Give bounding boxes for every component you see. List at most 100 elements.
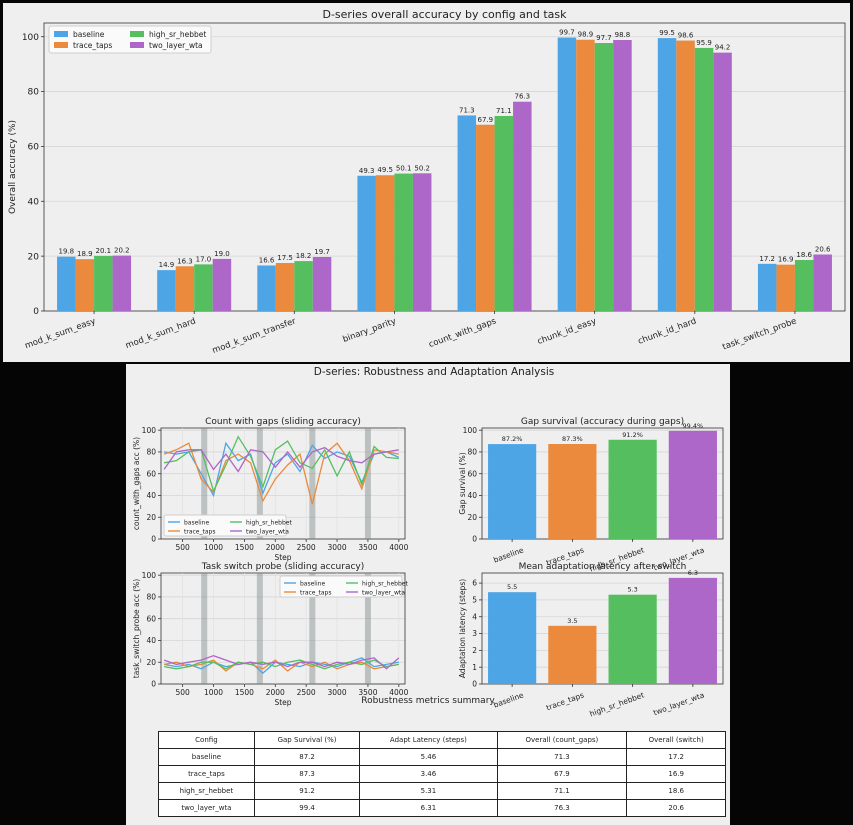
bar [608,439,657,539]
x-tick-label: 1000 [204,688,223,697]
bar [175,266,195,311]
panel-title: Mean adaptation latency after switch [519,562,687,572]
bar [312,256,332,311]
y-tick-label: 80 [146,448,156,457]
bar [813,254,832,311]
x-tick-label: mod_k_sum_easy [24,316,97,351]
table-header-cell: Config [158,731,255,749]
y-tick-label: 60 [28,143,40,153]
y-tick-label: 0 [33,307,39,317]
y-tick-label: 60 [146,614,156,623]
table-cell: 87.2 [253,748,361,766]
bar-value-label: 6.3 [688,569,698,577]
y-tick-label: 20 [146,658,156,667]
robustness-summary-table: Config Gap Survival (%) Adapt Latency (s… [158,731,726,817]
y-tick-label: 80 [28,88,40,98]
y-tick-label: 4 [472,612,477,621]
bar [557,37,577,312]
x-tick-label: 3000 [328,688,347,697]
x-tick-label: 1500 [235,688,254,697]
table-row: trace_taps 87.3 3.46 67.9 16.9 [158,765,726,783]
bar [548,443,597,539]
y-tick-label: 80 [467,448,477,457]
bar [457,115,477,311]
plot-frame [481,427,724,540]
bar-value-label: 17.2 [759,255,775,263]
bar [75,259,95,311]
x-tick-label: task_switch_probe [721,316,798,352]
legend-label: high_sr_hebbet [246,520,292,527]
series-line [163,441,400,498]
bar-value-label: 50.2 [414,164,430,172]
bar-value-label: 16.3 [177,257,193,265]
x-tick-label: 500 [175,688,190,697]
y-tick-label: 100 [142,571,157,580]
bar [488,444,537,539]
plot-frame [160,427,406,540]
y-tick-label: 60 [467,469,477,478]
legend-box [163,514,287,537]
bar-value-label: 98.6 [678,32,694,40]
legend-label: two_layer_wta [362,590,405,597]
bar [576,39,595,311]
y-tick-label: 2 [472,646,477,655]
table-cell: 5.31 [359,782,498,800]
bar [757,263,777,311]
x-tick-label: 3000 [328,543,347,552]
x-tick-label: 4000 [389,543,408,552]
y-tick-label: 60 [146,469,156,478]
table-cell: 67.9 [496,765,628,783]
bar [375,175,395,311]
bar-value-label: 87.3% [562,435,583,443]
x-axis-label: Step [274,698,291,707]
legend-box [279,575,403,598]
bar-value-label: 19.0 [214,250,230,258]
bar [657,38,677,311]
legend-swatch [54,42,68,48]
x-tick-label: 2500 [297,688,316,697]
legend-label: trace_taps [184,529,215,536]
bar [488,592,537,684]
table-cell: 20.6 [626,799,726,817]
bar [668,577,717,684]
y-tick-label: 100 [22,33,39,43]
legend-label: trace_taps [300,590,331,597]
y-tick-label: 6 [472,579,477,588]
legend-swatch [130,31,144,37]
legend-label: two_layer_wta [246,529,289,536]
series-line [163,655,400,670]
bar-value-label: 20.6 [815,245,831,253]
bar-value-label: 67.9 [478,116,494,124]
bar-value-label: 98.8 [615,31,631,39]
bar-value-label: 76.3 [515,93,531,101]
bar-value-label: 16.6 [259,256,275,264]
bar [494,115,514,312]
table-header-cell: Overall (switch) [626,731,726,749]
y-axis-label: count_with_gaps acc (%) [132,437,141,530]
bar-value-label: 18.2 [296,252,312,260]
bar-value-label: 97.7 [596,34,612,42]
bar-value-label: 98.9 [578,31,594,39]
legend-box [48,25,212,54]
bar-value-label: 17.5 [277,254,293,262]
bar-value-label: 20.2 [114,247,130,255]
y-tick-label: 20 [467,513,477,522]
table-cell: 71.1 [496,782,628,800]
overall-accuracy-chart: 0 20 40 60 80 100 D-series overall accuracy by… [8,8,846,356]
table-cell: 18.6 [626,782,726,800]
x-tick-label: 3500 [358,543,377,552]
gap-region [309,428,316,539]
bar-value-label: 99.4% [683,422,704,430]
y-tick-label: 100 [142,426,157,435]
y-tick-label: 0 [151,680,156,689]
bar [513,101,532,311]
y-tick-label: 0 [151,535,156,544]
x-tick-label: count_with_gaps [427,316,498,350]
table-cell: 76.3 [496,799,628,817]
bar [594,43,614,311]
bar-value-label: 95.9 [696,39,712,47]
bar-value-label: 18.6 [796,251,812,259]
legend-swatch [130,42,144,48]
legend: baseline trace_taps high_sr_hebbet two_laye… [163,514,292,537]
table-row: baseline 87.2 5.46 71.3 17.2 [158,748,726,766]
